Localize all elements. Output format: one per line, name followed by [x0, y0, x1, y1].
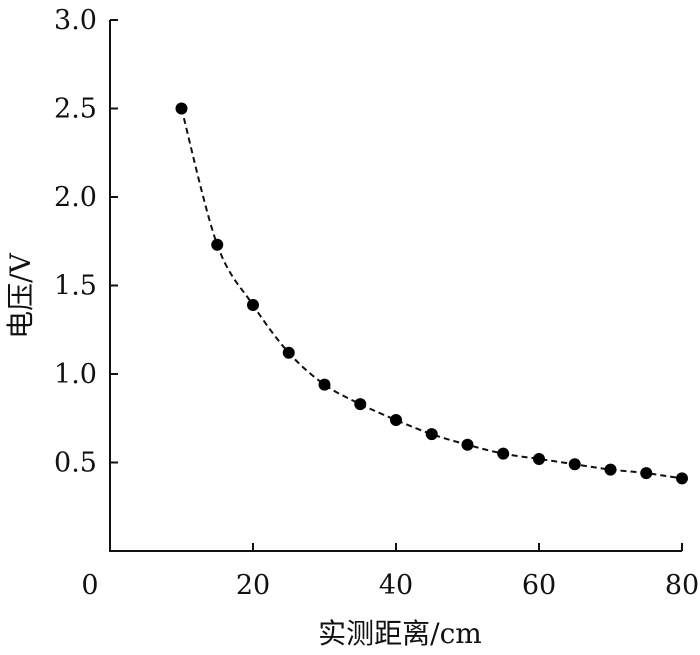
- data-point: [354, 398, 367, 411]
- data-point: [390, 414, 402, 427]
- y-tick-label: 0.5: [54, 448, 97, 479]
- y-tick-label: 1.0: [54, 359, 97, 390]
- data-point: [282, 346, 295, 359]
- data-point: [568, 458, 581, 471]
- fit-curve: [180, 108, 683, 480]
- x-ticks: 0 20 40 60 80: [81, 543, 699, 601]
- data-point: [247, 298, 259, 311]
- data-point: [533, 452, 545, 465]
- data-point: [604, 463, 617, 476]
- data-point: [425, 428, 438, 441]
- y-tick-label: 1.5: [54, 271, 97, 302]
- y-axis-label: 电压/V: [4, 252, 37, 338]
- x-tick-label: 80: [665, 570, 699, 601]
- x-tick-label: 40: [379, 570, 413, 601]
- data-point: [640, 467, 653, 480]
- data-point: [676, 472, 688, 485]
- y-tick-label: 3.0: [54, 5, 97, 36]
- data-point: [211, 238, 224, 251]
- x-tick-label: 60: [522, 570, 556, 601]
- y-ticks: 0.5 1.0 1.5 2.0 2.5 3.0: [54, 5, 118, 479]
- x-axis-label: 实测距离/cm: [318, 617, 482, 650]
- data-point: [497, 447, 510, 460]
- data-point: [318, 378, 331, 391]
- data-point: [461, 438, 474, 451]
- y-tick-label: 2.5: [54, 94, 97, 125]
- x-tick-label: 0: [81, 570, 98, 601]
- x-tick-label: 20: [236, 570, 270, 601]
- data-point: [175, 102, 188, 115]
- data-points: [175, 102, 688, 485]
- y-tick-label: 2.0: [54, 182, 97, 213]
- axes: [109, 20, 682, 552]
